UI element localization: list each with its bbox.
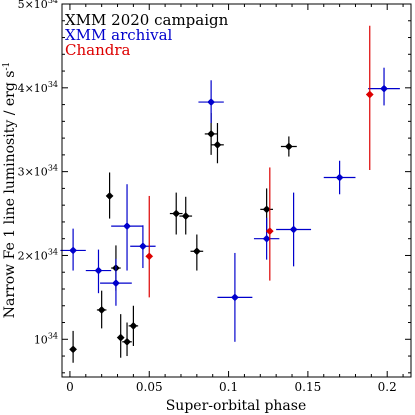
y-tick-exponent: 34 [48, 247, 58, 256]
y-axis-label: Narrow Fe 1 line luminosity / erg s-1 [2, 62, 18, 318]
data-point-xmm-archival [94, 266, 103, 275]
data-point-xmm-archival [138, 242, 147, 251]
data-point-xmm-archival [335, 173, 344, 182]
y-tick-exponent: 34 [48, 164, 58, 173]
tick-marks: 0 0.05 0.1 0.15 0.210342×10343×10344×10345×1… [18, 0, 411, 394]
y-tick-exponent: 34 [48, 80, 58, 89]
x-tick-label: 0.05 [136, 380, 163, 394]
data-point-chandra [145, 252, 154, 261]
x-axis-label: Super-orbital phase [166, 398, 307, 414]
y-tick-mantissa: 3×10 [18, 166, 48, 179]
data-point-xmm-2020-campaign [129, 321, 138, 330]
y-tick-exponent: 34 [48, 331, 58, 340]
data-point-xmm-2020-campaign [181, 212, 190, 221]
data-point-xmm-archival [111, 279, 120, 288]
x-tick-label: 0.2 [378, 380, 397, 394]
data-point-xmm-archival [123, 222, 131, 231]
data-point-xmm-2020-campaign [123, 337, 131, 346]
data-point-xmm-2020-campaign [97, 305, 106, 314]
x-tick-label: 0 [66, 380, 74, 394]
plot-frame [61, 3, 412, 378]
y-tick-mantissa: 10 [34, 333, 48, 346]
data-point-xmm-2020-campaign [192, 247, 201, 256]
data-point-chandra [265, 227, 274, 236]
data-point-xmm-archival [289, 225, 298, 234]
y-tick-label: 3×1034 [18, 164, 58, 179]
y-tick-label: 4×1034 [18, 80, 58, 95]
y-axis-label-main: Narrow Fe 1 line luminosity / erg s [2, 71, 18, 319]
legend-entry-xmm-archival: XMM archival [65, 26, 173, 44]
data-point-xmm-2020-campaign [262, 205, 271, 214]
data-point-xmm-archival [230, 293, 239, 302]
y-tick-exponent: 34 [48, 0, 58, 5]
x-tick-label: 0.15 [295, 380, 322, 394]
data-point-xmm-2020-campaign [284, 142, 293, 151]
legend-entry-xmm-2020: XMM 2020 campaign [65, 11, 229, 29]
data-point-xmm-archival [69, 246, 78, 255]
y-axis-label-group: Narrow Fe 1 line luminosity / erg s-1 [2, 62, 18, 318]
data-point-xmm-archival [262, 234, 271, 243]
data-points [60, 25, 400, 363]
y-tick-label: 1034 [34, 331, 58, 346]
y-tick-mantissa: 2×10 [18, 249, 48, 262]
data-point-chandra [365, 90, 374, 99]
data-point-xmm-2020-campaign [116, 333, 125, 342]
data-point-xmm-2020-campaign [213, 140, 222, 149]
data-point-xmm-2020-campaign [207, 129, 216, 138]
y-tick-label: 2×1034 [18, 247, 58, 262]
y-tick-label: 5×1034 [18, 0, 58, 11]
data-point-xmm-archival [380, 84, 388, 93]
data-point-xmm-archival [207, 98, 216, 107]
y-tick-mantissa: 4×10 [18, 82, 48, 95]
x-tick-label: 0.1 [219, 380, 238, 394]
legend-entry-chandra: Chandra [65, 41, 131, 59]
legend: XMM 2020 campaign XMM archival Chandra [65, 11, 229, 59]
y-axis-label-superscript: -1 [2, 62, 12, 71]
data-point-xmm-2020-campaign [105, 191, 114, 200]
y-tick-mantissa: 5×10 [18, 0, 48, 11]
data-point-xmm-2020-campaign [172, 209, 181, 218]
data-point-xmm-2020-campaign [69, 345, 78, 354]
